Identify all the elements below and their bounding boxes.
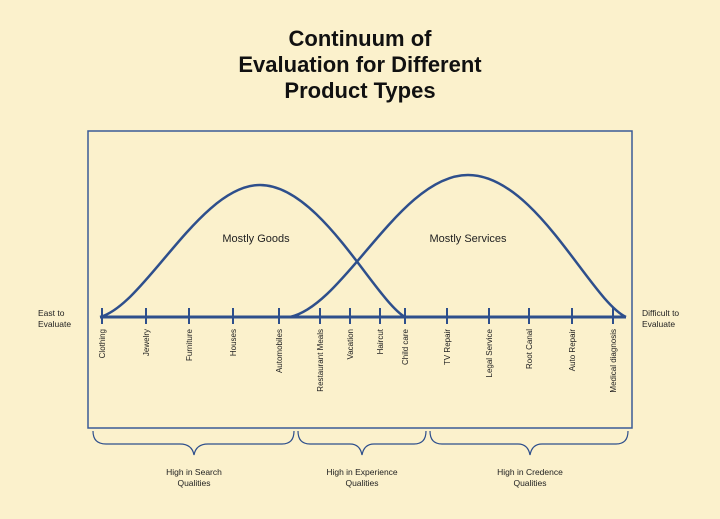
plot-frame — [87, 130, 633, 429]
product-label-automobiles: Automobiles — [275, 329, 284, 373]
experience-group-label-line-1: High in Experience — [326, 467, 398, 477]
product-label-vacation: Vacation — [346, 329, 355, 360]
credence-group-label-line-2: Qualities — [513, 478, 546, 488]
right-end-label-line-2: Evaluate — [642, 319, 675, 329]
experience-group-label-line-2: Qualities — [345, 478, 378, 488]
product-label-houses: Houses — [229, 329, 238, 356]
product-label-medical-diagnosis: Medical diagnosis — [609, 329, 618, 393]
product-label-haircut: Haircut — [376, 328, 385, 354]
axis-ticks — [101, 308, 614, 324]
product-labels: Clothing Jewelry Furniture Houses Automobile… — [98, 328, 618, 392]
credence-group-label-line-1: High in Credence — [497, 467, 563, 477]
services-curve-label: Mostly Services — [429, 233, 507, 245]
goods-curve — [99, 183, 406, 319]
search-group-label-line-1: High in Search — [166, 467, 222, 477]
left-end-label-line-2: Evaluate — [38, 319, 71, 329]
left-end-label-line-1: East to — [38, 308, 65, 318]
product-label-root-canal: Root Canal — [525, 329, 534, 369]
product-label-furniture: Furniture — [185, 328, 194, 361]
product-label-child-care: Child care — [401, 328, 410, 365]
product-label-tv-repair: TV Repair — [443, 329, 452, 365]
goods-curve-label: Mostly Goods — [222, 233, 290, 245]
right-end-label-line-1: Difficult to — [642, 308, 679, 318]
title-line-3: Product Types — [284, 78, 436, 103]
title-line-1: Continuum of — [288, 26, 432, 51]
credence-group-brace — [429, 430, 629, 456]
product-label-jewelry: Jewelry — [142, 329, 151, 356]
product-label-clothing: Clothing — [98, 329, 107, 358]
product-label-restaurant-meals: Restaurant Meals — [316, 329, 325, 392]
product-label-legal-service: Legal Service — [485, 328, 494, 377]
diagram-title: Continuum of Evaluation for Different Pr… — [0, 26, 720, 104]
search-group-label-line-2: Qualities — [177, 478, 210, 488]
experience-group-brace — [297, 430, 427, 456]
services-curve — [289, 173, 627, 319]
search-group-brace — [92, 430, 295, 456]
product-label-auto-repair: Auto Repair — [568, 329, 577, 372]
title-line-2: Evaluation for Different — [238, 52, 482, 77]
